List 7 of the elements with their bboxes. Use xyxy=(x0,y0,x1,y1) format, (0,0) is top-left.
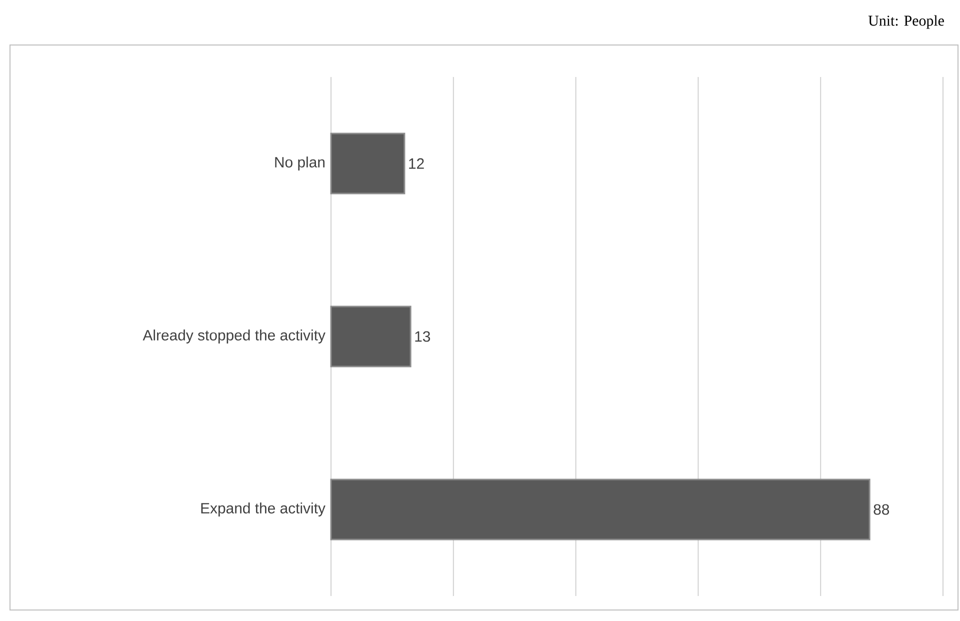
text: Unit: People xyxy=(868,15,944,29)
data-label: 13 xyxy=(415,331,430,342)
data-label: 88 xyxy=(874,504,890,515)
data-label: 12 xyxy=(409,158,424,169)
y-tick-label: Already stopped the activity xyxy=(142,330,326,344)
y-tick-label: Expand the activity xyxy=(201,502,326,516)
y-tick-label: No plan xyxy=(275,156,324,170)
